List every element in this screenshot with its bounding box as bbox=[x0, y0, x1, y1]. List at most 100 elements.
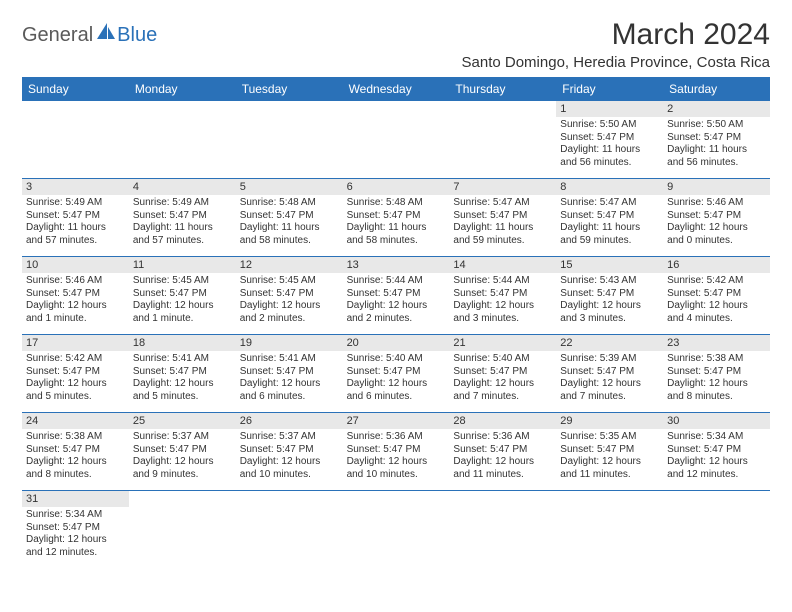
calendar-cell: 5Sunrise: 5:48 AMSunset: 5:47 PMDaylight… bbox=[236, 179, 343, 256]
cell-body: Sunrise: 5:41 AMSunset: 5:47 PMDaylight:… bbox=[236, 351, 343, 407]
sunset-text: Sunset: 5:47 PM bbox=[667, 132, 766, 145]
cell-body: Sunrise: 5:47 AMSunset: 5:47 PMDaylight:… bbox=[556, 195, 663, 251]
cell-body: Sunrise: 5:42 AMSunset: 5:47 PMDaylight:… bbox=[663, 273, 770, 329]
calendar-cell bbox=[22, 101, 129, 178]
sunset-text: Sunset: 5:47 PM bbox=[240, 210, 339, 223]
sunrise-text: Sunrise: 5:38 AM bbox=[26, 431, 125, 444]
sunset-text: Sunset: 5:47 PM bbox=[560, 366, 659, 379]
cell-body: Sunrise: 5:37 AMSunset: 5:47 PMDaylight:… bbox=[236, 429, 343, 485]
day-number: 3 bbox=[22, 179, 129, 195]
daylight-text: Daylight: 12 hours and 6 minutes. bbox=[347, 378, 446, 403]
calendar-cell bbox=[129, 101, 236, 178]
sunrise-text: Sunrise: 5:43 AM bbox=[560, 275, 659, 288]
sunrise-text: Sunrise: 5:44 AM bbox=[453, 275, 552, 288]
daylight-text: Daylight: 11 hours and 59 minutes. bbox=[453, 222, 552, 247]
daylight-text: Daylight: 12 hours and 5 minutes. bbox=[26, 378, 125, 403]
calendar-cell bbox=[343, 491, 450, 569]
sunrise-text: Sunrise: 5:50 AM bbox=[667, 119, 766, 132]
day-number: 10 bbox=[22, 257, 129, 273]
calendar-weeks: 1Sunrise: 5:50 AMSunset: 5:47 PMDaylight… bbox=[22, 101, 770, 569]
calendar-cell: 26Sunrise: 5:37 AMSunset: 5:47 PMDayligh… bbox=[236, 413, 343, 490]
sunrise-text: Sunrise: 5:41 AM bbox=[240, 353, 339, 366]
sunset-text: Sunset: 5:47 PM bbox=[347, 288, 446, 301]
day-number: 27 bbox=[343, 413, 450, 429]
sunset-text: Sunset: 5:47 PM bbox=[133, 444, 232, 457]
week-row: 10Sunrise: 5:46 AMSunset: 5:47 PMDayligh… bbox=[22, 257, 770, 335]
calendar-cell: 23Sunrise: 5:38 AMSunset: 5:47 PMDayligh… bbox=[663, 335, 770, 412]
sunrise-text: Sunrise: 5:42 AM bbox=[26, 353, 125, 366]
calendar-cell: 1Sunrise: 5:50 AMSunset: 5:47 PMDaylight… bbox=[556, 101, 663, 178]
day-number: 23 bbox=[663, 335, 770, 351]
daylight-text: Daylight: 12 hours and 1 minute. bbox=[26, 300, 125, 325]
week-row: 1Sunrise: 5:50 AMSunset: 5:47 PMDaylight… bbox=[22, 101, 770, 179]
sunrise-text: Sunrise: 5:47 AM bbox=[560, 197, 659, 210]
day-number: 19 bbox=[236, 335, 343, 351]
cell-body: Sunrise: 5:48 AMSunset: 5:47 PMDaylight:… bbox=[236, 195, 343, 251]
sunrise-text: Sunrise: 5:44 AM bbox=[347, 275, 446, 288]
cell-body: Sunrise: 5:40 AMSunset: 5:47 PMDaylight:… bbox=[343, 351, 450, 407]
sunrise-text: Sunrise: 5:45 AM bbox=[133, 275, 232, 288]
day-number: 6 bbox=[343, 179, 450, 195]
daylight-text: Daylight: 12 hours and 10 minutes. bbox=[347, 456, 446, 481]
calendar-cell: 8Sunrise: 5:47 AMSunset: 5:47 PMDaylight… bbox=[556, 179, 663, 256]
sunset-text: Sunset: 5:47 PM bbox=[560, 288, 659, 301]
daylight-text: Daylight: 12 hours and 6 minutes. bbox=[240, 378, 339, 403]
daylight-text: Daylight: 11 hours and 56 minutes. bbox=[667, 144, 766, 169]
week-row: 17Sunrise: 5:42 AMSunset: 5:47 PMDayligh… bbox=[22, 335, 770, 413]
sunrise-text: Sunrise: 5:46 AM bbox=[26, 275, 125, 288]
week-row: 31Sunrise: 5:34 AMSunset: 5:47 PMDayligh… bbox=[22, 491, 770, 569]
calendar-cell: 25Sunrise: 5:37 AMSunset: 5:47 PMDayligh… bbox=[129, 413, 236, 490]
week-row: 3Sunrise: 5:49 AMSunset: 5:47 PMDaylight… bbox=[22, 179, 770, 257]
sunset-text: Sunset: 5:47 PM bbox=[133, 210, 232, 223]
daylight-text: Daylight: 12 hours and 8 minutes. bbox=[26, 456, 125, 481]
calendar-cell: 24Sunrise: 5:38 AMSunset: 5:47 PMDayligh… bbox=[22, 413, 129, 490]
sunrise-text: Sunrise: 5:36 AM bbox=[347, 431, 446, 444]
cell-body: Sunrise: 5:44 AMSunset: 5:47 PMDaylight:… bbox=[343, 273, 450, 329]
day-number: 1 bbox=[556, 101, 663, 117]
day-number: 16 bbox=[663, 257, 770, 273]
week-row: 24Sunrise: 5:38 AMSunset: 5:47 PMDayligh… bbox=[22, 413, 770, 491]
sunset-text: Sunset: 5:47 PM bbox=[453, 288, 552, 301]
day-number: 7 bbox=[449, 179, 556, 195]
cell-body: Sunrise: 5:50 AMSunset: 5:47 PMDaylight:… bbox=[556, 117, 663, 173]
cell-body: Sunrise: 5:48 AMSunset: 5:47 PMDaylight:… bbox=[343, 195, 450, 251]
day-number: 28 bbox=[449, 413, 556, 429]
sunrise-text: Sunrise: 5:46 AM bbox=[667, 197, 766, 210]
cell-body: Sunrise: 5:38 AMSunset: 5:47 PMDaylight:… bbox=[663, 351, 770, 407]
day-number: 30 bbox=[663, 413, 770, 429]
daylight-text: Daylight: 12 hours and 11 minutes. bbox=[453, 456, 552, 481]
daylight-text: Daylight: 11 hours and 57 minutes. bbox=[133, 222, 232, 247]
calendar-cell bbox=[236, 491, 343, 569]
daylight-text: Daylight: 12 hours and 3 minutes. bbox=[453, 300, 552, 325]
sunset-text: Sunset: 5:47 PM bbox=[347, 444, 446, 457]
calendar-cell: 14 Sunrise: 5:44 AMSunset: 5:47 PMDayligh… bbox=[449, 257, 556, 334]
daylight-text: Daylight: 12 hours and 7 minutes. bbox=[560, 378, 659, 403]
sunset-text: Sunset: 5:47 PM bbox=[347, 210, 446, 223]
daylight-text: Daylight: 11 hours and 59 minutes. bbox=[560, 222, 659, 247]
calendar-cell bbox=[343, 101, 450, 178]
daylight-text: Daylight: 11 hours and 56 minutes. bbox=[560, 144, 659, 169]
sunset-text: Sunset: 5:47 PM bbox=[26, 288, 125, 301]
cell-body: Sunrise: 5:49 AMSunset: 5:47 PMDaylight:… bbox=[22, 195, 129, 251]
calendar-cell: 20Sunrise: 5:40 AMSunset: 5:47 PMDayligh… bbox=[343, 335, 450, 412]
sunset-text: Sunset: 5:47 PM bbox=[667, 210, 766, 223]
daylight-text: Daylight: 12 hours and 0 minutes. bbox=[667, 222, 766, 247]
sunset-text: Sunset: 5:47 PM bbox=[453, 366, 552, 379]
sunrise-text: Sunrise: 5:38 AM bbox=[667, 353, 766, 366]
page-header: General Blue March 2024 Santo Domingo, H… bbox=[22, 18, 770, 71]
calendar-cell bbox=[236, 101, 343, 178]
calendar-cell: 28Sunrise: 5:36 AMSunset: 5:47 PMDayligh… bbox=[449, 413, 556, 490]
sunrise-text: Sunrise: 5:40 AM bbox=[453, 353, 552, 366]
cell-body: Sunrise: 5:37 AMSunset: 5:47 PMDaylight:… bbox=[129, 429, 236, 485]
calendar-cell: 2 Sunrise: 5:50 AMSunset: 5:47 PMDaylight… bbox=[663, 101, 770, 178]
sunset-text: Sunset: 5:47 PM bbox=[240, 366, 339, 379]
day-number: 2 bbox=[663, 101, 770, 117]
daylight-text: Daylight: 11 hours and 58 minutes. bbox=[240, 222, 339, 247]
daylight-text: Daylight: 12 hours and 7 minutes. bbox=[453, 378, 552, 403]
day-number: 14 bbox=[449, 257, 556, 273]
sunrise-text: Sunrise: 5:36 AM bbox=[453, 431, 552, 444]
sunset-text: Sunset: 5:47 PM bbox=[240, 444, 339, 457]
day-header: Friday bbox=[556, 77, 663, 101]
daylight-text: Daylight: 12 hours and 5 minutes. bbox=[133, 378, 232, 403]
calendar-cell bbox=[449, 101, 556, 178]
